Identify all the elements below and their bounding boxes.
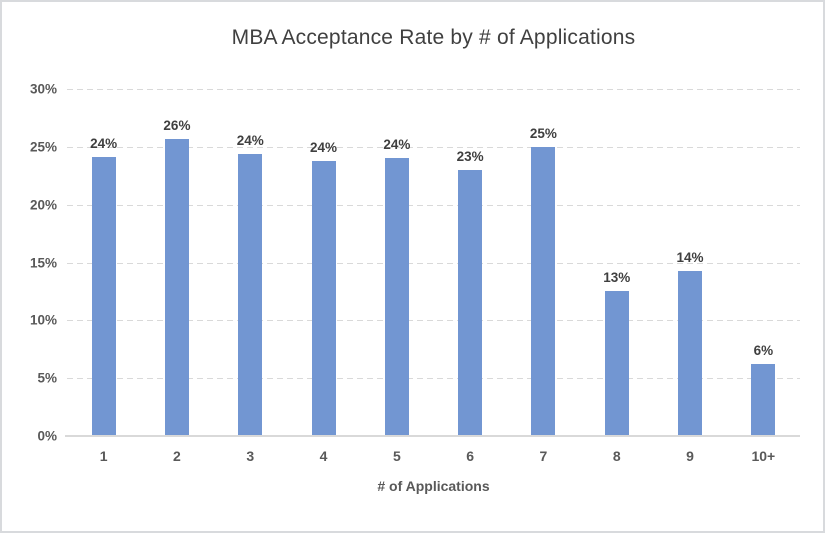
plot-area: 24% 26% 24% 24% 24% 23% 25% 13% 14% 6%	[65, 89, 800, 437]
x-tick-label: 8	[612, 448, 621, 464]
bar-value-label: 6%	[753, 343, 774, 359]
bar	[678, 270, 703, 436]
gridline	[67, 378, 800, 380]
x-tick-label: 10+	[751, 448, 776, 464]
y-tick-label: 0%	[37, 428, 57, 444]
y-tick-label: 10%	[29, 312, 57, 328]
bar	[458, 169, 483, 436]
x-tick-label: 5	[392, 448, 401, 464]
y-tick-label: 20%	[29, 197, 57, 213]
bar	[311, 160, 336, 436]
x-tick-label: 2	[173, 448, 181, 464]
bar-value-label: 23%	[456, 148, 484, 164]
bar-value-label: 24%	[236, 132, 264, 148]
x-tick-label: 9	[686, 448, 694, 464]
bar	[91, 157, 116, 436]
bar-value-label: 24%	[383, 137, 411, 153]
bar	[531, 146, 556, 436]
y-tick-label: 30%	[29, 81, 57, 97]
bar-value-label: 24%	[310, 139, 338, 155]
x-axis: 1 2 3 4 5 6 7 8 9 10+	[67, 448, 800, 466]
bar-value-label: 14%	[676, 249, 704, 265]
x-tick-label: 6	[466, 448, 475, 464]
x-tick-label: 4	[319, 448, 328, 464]
x-axis-line	[65, 435, 800, 437]
bar	[384, 158, 409, 436]
bar	[751, 364, 776, 436]
gridline	[67, 204, 800, 206]
gridline	[67, 146, 800, 148]
y-axis: 0% 5% 10% 15% 20% 25% 30%	[2, 82, 57, 444]
gridline	[67, 262, 800, 264]
bar-group: 23%	[433, 89, 506, 436]
bars-row: 24% 26% 24% 24% 24% 23% 25% 13% 14% 6%	[67, 89, 800, 436]
bar-group: 24%	[360, 89, 433, 436]
bar	[238, 153, 263, 436]
bar	[604, 291, 629, 436]
y-tick-label: 15%	[29, 255, 57, 270]
bar-group: 24%	[214, 89, 287, 436]
bar-value-label: 25%	[529, 125, 557, 141]
bar-group: 24%	[67, 89, 140, 436]
bar-group: 6%	[727, 89, 800, 436]
y-tick-label: 25%	[29, 139, 57, 155]
y-tick-label: 5%	[37, 370, 57, 386]
gridline	[67, 320, 800, 322]
x-tick-label: 3	[246, 448, 255, 464]
x-axis-title: # of Applications	[377, 478, 490, 494]
bar-value-label: 13%	[603, 270, 631, 286]
gridline	[67, 89, 800, 90]
x-tick-label: 7	[539, 448, 548, 464]
bar-group: 26%	[140, 89, 213, 436]
bar-group: 25%	[507, 89, 580, 436]
bar-value-label: 24%	[90, 136, 118, 152]
bar-group: 13%	[580, 89, 653, 436]
bar-value-label: 26%	[163, 117, 191, 133]
chart-title: MBA Acceptance Rate by # of Applications	[231, 26, 636, 49]
bar	[164, 138, 189, 436]
x-tick-label: 1	[99, 448, 108, 464]
bar-group: 24%	[287, 89, 360, 436]
bar-group: 14%	[653, 89, 726, 436]
